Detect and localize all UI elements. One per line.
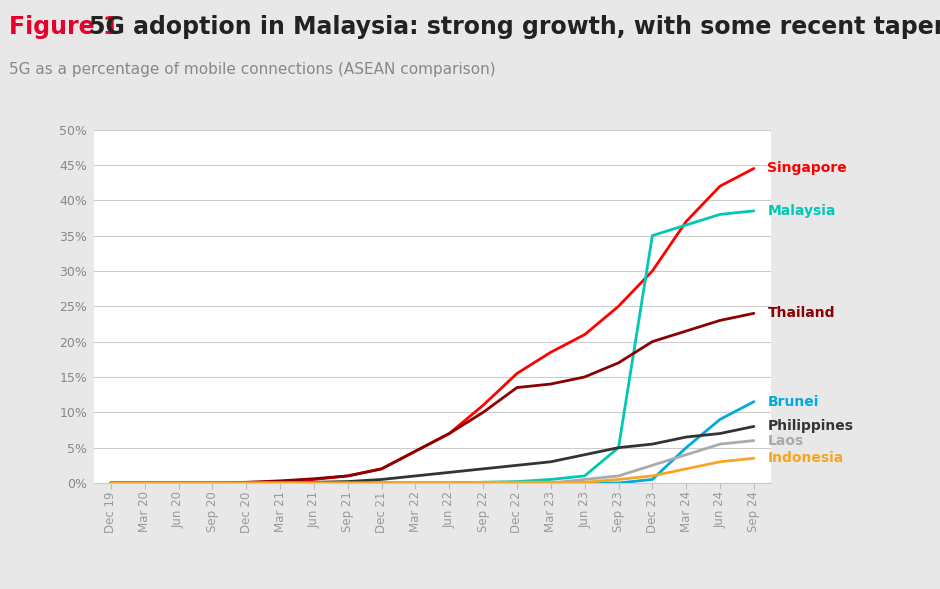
Text: Malaysia: Malaysia — [767, 204, 836, 218]
Text: Thailand: Thailand — [767, 306, 835, 320]
Text: Brunei: Brunei — [767, 395, 819, 409]
Text: 5G adoption in Malaysia: strong growth, with some recent tapering: 5G adoption in Malaysia: strong growth, … — [89, 15, 940, 39]
Text: Laos: Laos — [767, 434, 804, 448]
Text: Singapore: Singapore — [767, 161, 847, 176]
Text: Indonesia: Indonesia — [767, 451, 844, 465]
Text: Philippines: Philippines — [767, 419, 854, 434]
Text: 5G as a percentage of mobile connections (ASEAN comparison): 5G as a percentage of mobile connections… — [9, 62, 496, 77]
Text: Figure 1: Figure 1 — [9, 15, 119, 39]
